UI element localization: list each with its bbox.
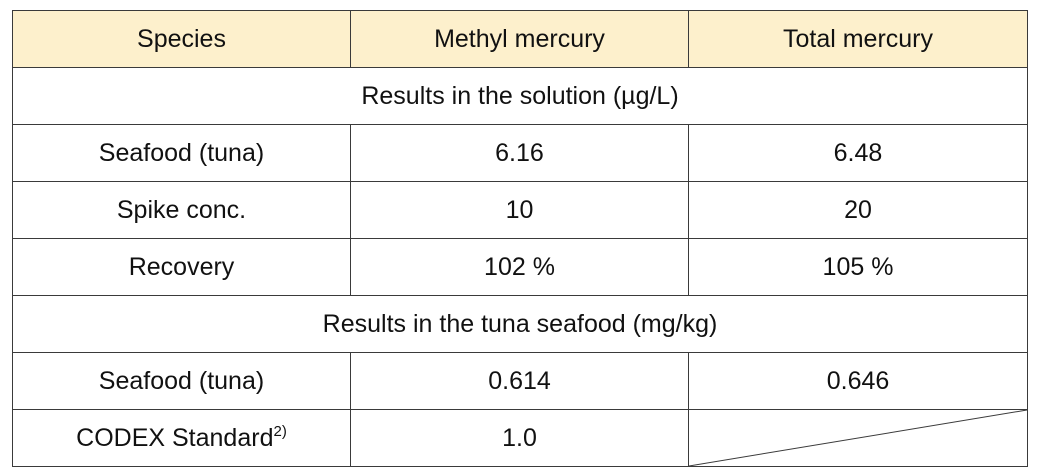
value-cell: 105 % [688, 238, 1028, 296]
data-row: CODEX Standard2) 1.0 [12, 409, 1028, 467]
section-title: Results in the solution (µg/L) [12, 67, 1028, 125]
data-row: Spike conc. 10 20 [12, 181, 1028, 239]
value-cell: 0.614 [350, 352, 689, 410]
header-cell: Species [12, 10, 351, 68]
row-label: CODEX Standard2) [12, 409, 351, 467]
section-title: Results in the tuna seafood (mg/kg) [12, 295, 1028, 353]
data-row: Seafood (tuna) 6.16 6.48 [12, 124, 1028, 182]
results-table: Species Methyl mercury Total mercury Resul… [12, 10, 1028, 467]
section-row: Results in the tuna seafood (mg/kg) [12, 295, 1028, 353]
header-row: Species Methyl mercury Total mercury [12, 10, 1028, 68]
label-text: CODEX Standard [76, 424, 274, 452]
header-cell: Methyl mercury [350, 10, 689, 68]
label-text: Spike conc. [116, 195, 247, 224]
header-cell: Total mercury [688, 10, 1028, 68]
row-label: Seafood (tuna) [12, 124, 351, 182]
empty-cell [688, 409, 1028, 467]
row-label: Seafood (tuna) [12, 352, 351, 410]
label-text: Seafood (tuna) [98, 138, 265, 167]
footnote-ref: 2) [273, 423, 287, 440]
value-cell: 1.0 [350, 409, 689, 467]
value-cell: 10 [350, 181, 689, 239]
diagonal-line [689, 410, 1027, 466]
table-body: Results in the solution (µg/L) Seafood (t… [12, 67, 1028, 467]
row-label: Recovery [12, 238, 351, 296]
value-cell: 0.646 [688, 352, 1028, 410]
section-row: Results in the solution (µg/L) [12, 67, 1028, 125]
value-cell: 102 % [350, 238, 689, 296]
label-text: Seafood (tuna) [98, 366, 265, 395]
value-cell: 20 [688, 181, 1028, 239]
value-cell: 6.48 [688, 124, 1028, 182]
data-row: Recovery 102 % 105 % [12, 238, 1028, 296]
data-row: Seafood (tuna) 0.614 0.646 [12, 352, 1028, 410]
row-label: Spike conc. [12, 181, 351, 239]
label-text: Recovery [128, 252, 235, 281]
value-cell: 6.16 [350, 124, 689, 182]
